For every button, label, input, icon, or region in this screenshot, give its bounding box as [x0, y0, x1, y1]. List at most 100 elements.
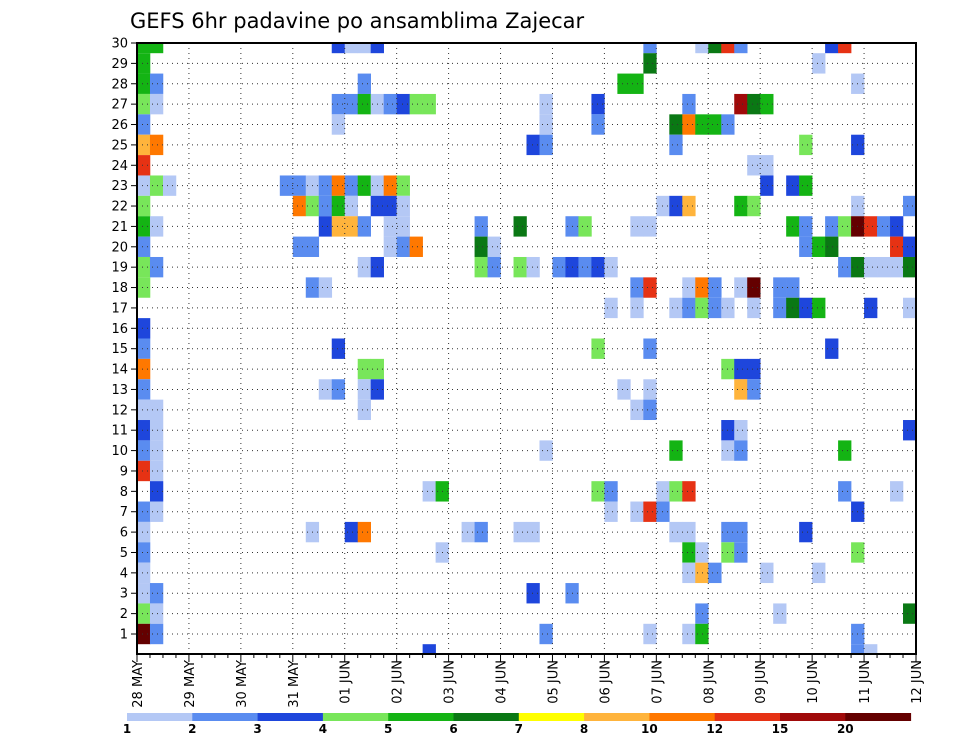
legend-label-20: 20: [837, 722, 854, 736]
cell-128: [474, 256, 488, 278]
cell-258: [695, 603, 709, 624]
chart-title: GEFS 6hr padavine po ansamblima Zajecar: [130, 9, 585, 33]
y-tick-label-9: 9: [120, 464, 128, 479]
y-tick-label-20: 20: [111, 240, 128, 255]
cell-108: [864, 216, 878, 237]
cell-229: [357, 521, 371, 543]
cell-7: [695, 43, 709, 54]
x-axis: 28 MAY 29 MAY 30 MAY 31 MAY 01 JUN 02 JUN 03 J…: [131, 654, 925, 708]
legend-label-12: 12: [706, 722, 723, 736]
cell-32: [539, 93, 553, 115]
cell-191: [149, 399, 164, 421]
cell-56: [760, 155, 774, 176]
cell-151: [734, 277, 748, 298]
cell-203: [669, 440, 683, 461]
cell-106: [838, 216, 852, 237]
legend-swatch-11: [780, 713, 846, 721]
legend-label-8: 8: [580, 722, 588, 736]
y-tick-label-28: 28: [111, 77, 128, 92]
cell-110: [890, 216, 904, 237]
legend-swatch-8: [584, 713, 650, 721]
cell-183: [331, 379, 346, 400]
cell-242: [695, 542, 709, 563]
cell-264: [643, 623, 657, 645]
x-tick-label-5: 02 JUN: [391, 660, 406, 704]
cell-252: [137, 583, 151, 604]
cell-205: [734, 440, 748, 461]
x-tick-label-14: 11 JUN: [858, 660, 873, 704]
cell-92: [331, 216, 346, 237]
gridlines: [137, 43, 916, 654]
cell-176: [357, 358, 371, 380]
y-tick-label-6: 6: [120, 526, 128, 541]
y-tick-label-13: 13: [111, 383, 128, 398]
cell-155: [604, 297, 618, 319]
y-tick-label-25: 25: [111, 138, 128, 153]
cell-199: [903, 420, 917, 441]
cell-123: [903, 236, 917, 257]
cell-181: [137, 379, 151, 400]
cell-61: [292, 175, 307, 196]
cell-36: [747, 93, 761, 115]
cell-18: [357, 73, 371, 94]
color-legend: 1 2 3 4 5 6 7 8 10 12 15 20: [123, 713, 912, 736]
cell-262: [149, 623, 164, 645]
cell-190: [137, 399, 151, 421]
plot-frame: [136, 42, 917, 655]
cell-217: [838, 481, 852, 502]
x-tick-label-15: 12 JUN: [910, 660, 925, 704]
cell-1: [149, 43, 164, 54]
cell-210: [422, 481, 436, 502]
y-tick-label-23: 23: [111, 179, 128, 194]
legend-label-10: 10: [641, 722, 658, 736]
legend-swatch-1: [127, 713, 193, 721]
cell-81: [396, 195, 410, 217]
cell-131: [526, 256, 540, 278]
y-tick-label-1: 1: [120, 628, 128, 643]
cell-109: [877, 216, 891, 237]
cell-192: [357, 399, 371, 421]
y-tick-label-8: 8: [120, 485, 128, 500]
cell-182: [318, 379, 333, 400]
cell-105: [825, 216, 839, 237]
cell-136: [604, 256, 618, 278]
cell-260: [903, 603, 917, 624]
x-tick-label-10: 07 JUN: [650, 660, 665, 704]
cells-layer: [137, 43, 917, 654]
cell-122: [890, 236, 904, 257]
cell-49: [526, 134, 540, 156]
x-tick-label-1: 29 MAY: [183, 660, 198, 708]
y-tick-label-22: 22: [111, 200, 128, 215]
cell-148: [682, 277, 696, 298]
cell-208: [149, 460, 164, 482]
y-tick-label-27: 27: [111, 98, 128, 113]
y-axis: 1234567891011121314151617181920212223242…: [111, 37, 137, 643]
cell-206: [838, 440, 852, 461]
cell-50: [539, 134, 553, 156]
cell-141: [890, 256, 904, 278]
cell-125: [149, 256, 164, 278]
cell-254: [526, 583, 540, 604]
cell-45: [708, 114, 722, 135]
cell-153: [773, 277, 787, 298]
cell-219: [137, 501, 151, 522]
cell-14: [643, 53, 657, 74]
cell-72: [799, 175, 813, 196]
legend-swatch-7: [518, 713, 585, 721]
cell-73: [137, 195, 151, 217]
cell-55: [747, 155, 761, 176]
cell-52: [799, 134, 813, 156]
cell-215: [669, 481, 683, 502]
y-tick-label-2: 2: [120, 607, 128, 622]
cell-74: [292, 195, 307, 217]
y-tick-label-29: 29: [111, 57, 128, 72]
cell-233: [526, 521, 540, 543]
cell-135: [591, 256, 605, 278]
cell-231: [474, 521, 488, 543]
cell-31: [422, 93, 436, 115]
cell-2: [331, 43, 346, 54]
cell-60: [279, 175, 294, 196]
cell-13: [137, 53, 151, 74]
y-tick-label-16: 16: [111, 322, 128, 337]
cell-57: [137, 175, 151, 196]
